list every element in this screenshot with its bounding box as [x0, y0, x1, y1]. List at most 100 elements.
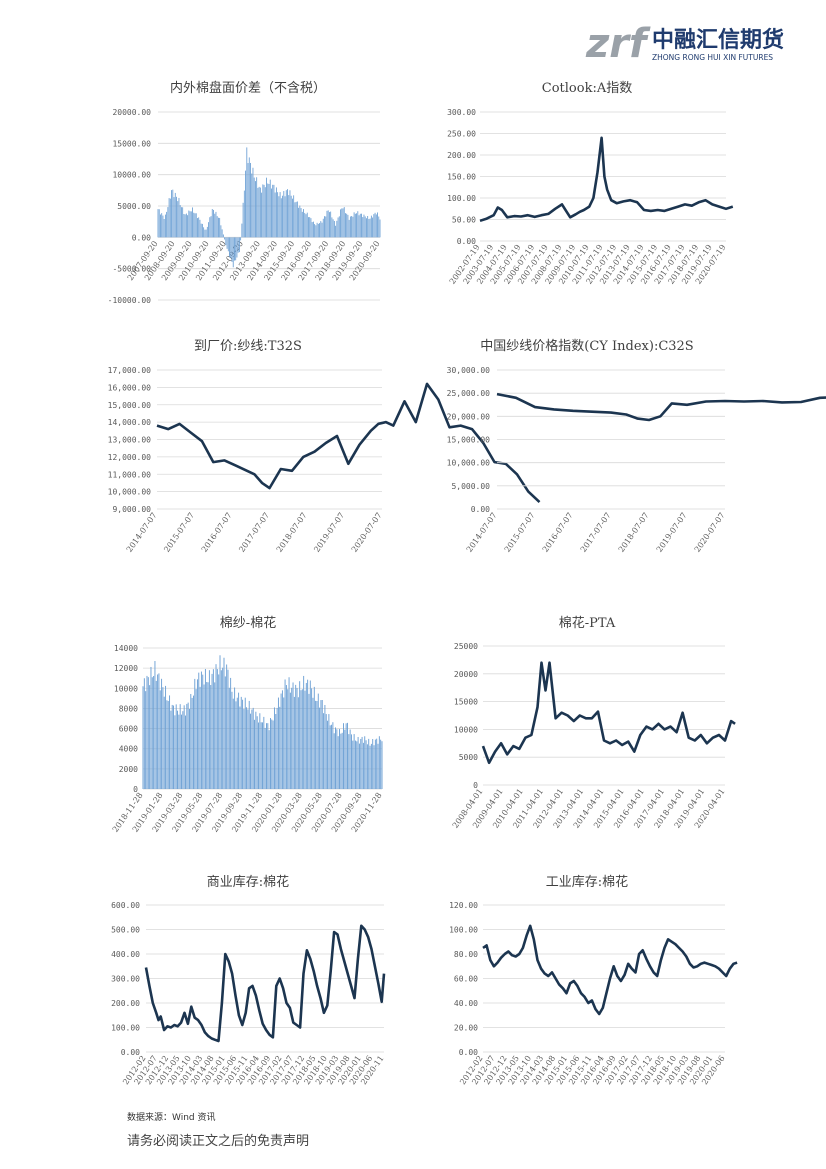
bar: [333, 220, 335, 238]
bar: [340, 733, 342, 789]
bar: [256, 716, 258, 789]
bar: [226, 664, 228, 789]
bar: [200, 223, 202, 238]
bar: [165, 685, 167, 789]
x-tick-label: 2007-09-20: [126, 239, 160, 282]
x-tick-label: 2019-08: [676, 1054, 702, 1086]
bar: [145, 691, 147, 789]
bar: [275, 713, 277, 789]
bar: [189, 211, 191, 238]
bar: [182, 207, 184, 238]
bar: [328, 714, 330, 789]
bar: [308, 217, 309, 238]
x-tick-label: 2013-07-19: [598, 243, 632, 286]
x-tick-label: 2015-07-07: [162, 511, 196, 554]
bar: [289, 692, 291, 789]
x-tick-label: 2017-02: [257, 1054, 283, 1086]
bar: [346, 213, 348, 238]
bar: [246, 147, 248, 238]
bar: [275, 187, 277, 238]
y-tick-label: 30,000.00: [447, 366, 491, 375]
bar: [312, 697, 314, 789]
bar: [373, 745, 375, 789]
y-tick-label: -5000.00: [112, 265, 151, 274]
x-tick-label: 2019-07-28: [190, 791, 224, 834]
bar: [311, 222, 313, 238]
bar: [242, 202, 244, 238]
y-tick-label: 0.00: [471, 505, 490, 514]
bar: [293, 195, 295, 238]
x-tick-label: 2013-04-01: [552, 787, 586, 830]
bar: [344, 729, 346, 789]
x-tick-label: 2016-07-07: [541, 511, 575, 554]
x-tick-label: 2006-07-19: [502, 243, 536, 286]
bar: [348, 734, 350, 789]
bar: [354, 213, 356, 238]
y-tick-label: 100.00: [449, 926, 478, 935]
x-tick-label: 2020-07-19: [694, 243, 728, 286]
bar: [258, 722, 259, 789]
y-tick-label: 100.00: [447, 194, 476, 203]
bar: [239, 706, 241, 789]
bar: [309, 680, 311, 789]
bar: [373, 214, 375, 238]
x-tick-label: 2016-07-07: [200, 511, 234, 554]
bar: [177, 201, 179, 238]
bar: [271, 719, 273, 789]
x-tick-label: 2018-05: [291, 1054, 317, 1086]
bar: [146, 675, 148, 789]
x-tick-label: 2020-01: [688, 1054, 714, 1086]
x-tick-label: 2009-07-19: [543, 243, 577, 286]
bar: [224, 676, 226, 789]
bar: [212, 669, 214, 789]
bar: [234, 687, 236, 789]
bar: [208, 670, 210, 789]
bar: [311, 688, 313, 789]
bar: [174, 715, 176, 789]
y-tick-label: 5000.00: [117, 202, 151, 211]
bar: [182, 711, 184, 789]
bar: [203, 684, 205, 789]
bar: [291, 687, 293, 789]
x-tick-label: 2017-12: [280, 1054, 306, 1086]
x-tick-label: 2016-09-20: [280, 239, 314, 282]
x-tick-label: 2019-11-28: [230, 791, 264, 834]
bar: [292, 682, 294, 789]
bar: [247, 709, 249, 789]
bar: [248, 700, 250, 789]
bar: [360, 738, 362, 789]
page-header: zrf 中融汇信期货 ZHONG RONG HUI XIN FUTURES: [585, 21, 784, 67]
brand-name-cn: 中融汇信期货: [652, 27, 784, 53]
x-tick-label: 2004-07-19: [475, 243, 509, 286]
bar: [261, 192, 263, 238]
bar: [340, 209, 341, 238]
bar: [224, 237, 226, 240]
y-tick-label: 300.00: [447, 108, 476, 117]
bar: [196, 679, 198, 789]
brand-logo: zrf 中融汇信期货 ZHONG RONG HUI XIN FUTURES: [585, 21, 784, 67]
bar: [368, 219, 370, 238]
bar: [198, 217, 200, 238]
bar: [216, 216, 218, 238]
bar: [210, 216, 212, 238]
bar: [273, 707, 275, 789]
bar: [169, 695, 171, 789]
bar: [288, 195, 290, 238]
bar: [361, 213, 362, 238]
x-tick-label: 2015-06: [212, 1054, 238, 1086]
x-tick-label: 2015-01: [543, 1054, 569, 1086]
bar: [343, 723, 344, 789]
bar: [230, 677, 232, 789]
bar: [321, 222, 323, 238]
chart-7: 商业库存:棉花 600.00 500.00 400.00 300.00 200.00 100…: [111, 874, 386, 1086]
y-tick-label: 20000: [454, 670, 478, 679]
bar: [259, 713, 261, 789]
x-tick-label: 2019-03: [664, 1054, 690, 1086]
bar: [159, 690, 161, 789]
x-tick-label: 2018-10: [652, 1054, 678, 1086]
bar: [220, 670, 222, 789]
bar: [268, 730, 270, 789]
bar: [372, 739, 374, 789]
y-tick-label: 8000: [119, 704, 138, 713]
bar: [192, 207, 193, 238]
